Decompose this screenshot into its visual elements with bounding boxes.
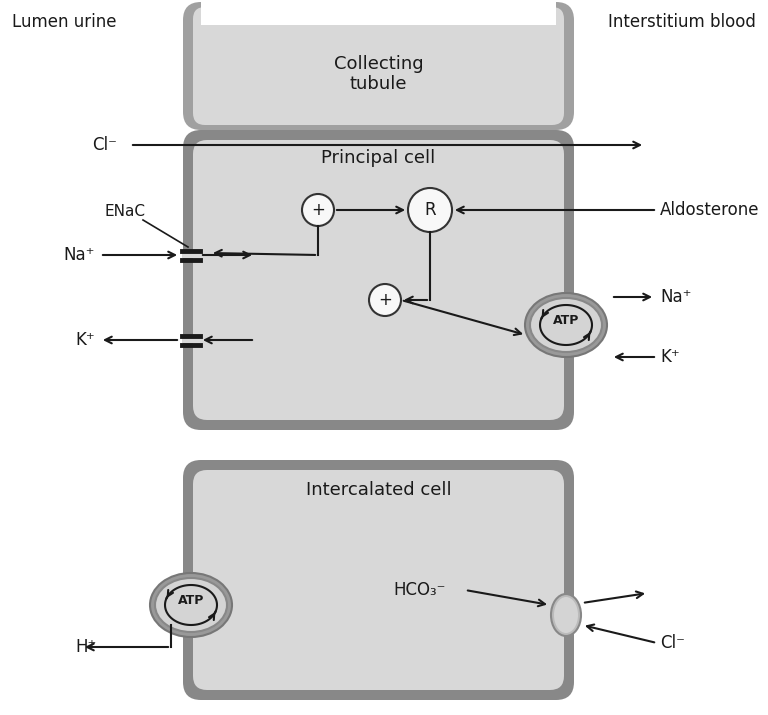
Ellipse shape [150, 573, 232, 637]
Circle shape [302, 194, 334, 226]
Circle shape [369, 284, 401, 316]
Text: Collecting
tubule: Collecting tubule [333, 54, 423, 94]
FancyBboxPatch shape [193, 140, 564, 420]
Bar [182, 337, 200, 343]
Text: Cl⁻: Cl⁻ [93, 136, 118, 154]
Ellipse shape [530, 298, 602, 352]
Text: Aldosterone: Aldosterone [660, 201, 760, 219]
Ellipse shape [554, 597, 578, 633]
Text: Lumen urine: Lumen urine [12, 13, 117, 31]
FancyBboxPatch shape [183, 130, 574, 430]
Text: K⁺: K⁺ [75, 331, 95, 349]
FancyBboxPatch shape [183, 460, 574, 700]
FancyBboxPatch shape [193, 7, 564, 125]
Text: Na⁺: Na⁺ [660, 288, 691, 306]
Text: ATP: ATP [178, 593, 204, 606]
Text: Interstitium blood: Interstitium blood [608, 13, 756, 31]
Text: Principal cell: Principal cell [321, 149, 435, 167]
Text: Intercalated cell: Intercalated cell [306, 481, 452, 499]
FancyBboxPatch shape [183, 2, 574, 130]
Bar [182, 252, 200, 258]
Text: Cl⁻: Cl⁻ [660, 634, 685, 652]
Text: K⁺: K⁺ [660, 348, 680, 366]
Circle shape [408, 188, 452, 232]
Text: R: R [424, 201, 435, 219]
Ellipse shape [155, 578, 227, 632]
Text: H⁺: H⁺ [75, 638, 96, 656]
Text: +: + [378, 291, 392, 309]
Ellipse shape [551, 594, 581, 636]
Text: HCO₃⁻: HCO₃⁻ [394, 581, 446, 599]
Text: Na⁺: Na⁺ [64, 246, 95, 264]
Bar [201, 0, 556, 25]
Text: +: + [311, 201, 325, 219]
FancyBboxPatch shape [193, 470, 564, 690]
Ellipse shape [525, 293, 607, 357]
Text: ATP: ATP [553, 313, 579, 327]
Text: ENaC: ENaC [104, 204, 145, 220]
